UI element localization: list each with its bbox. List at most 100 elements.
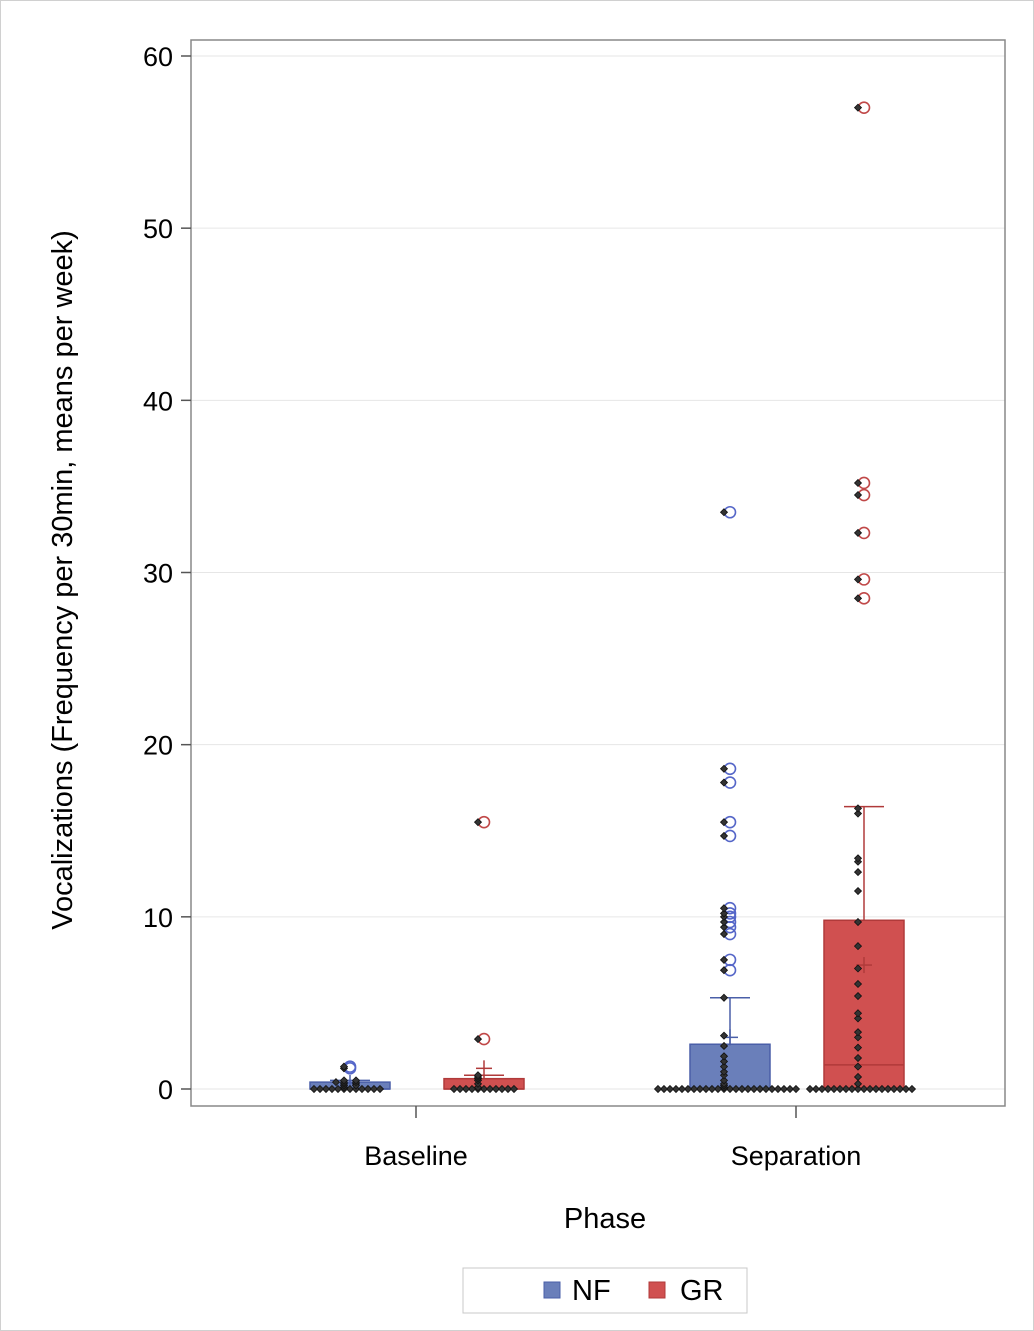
- raw-point: [791, 1084, 801, 1094]
- raw-point: [357, 1084, 367, 1094]
- y-tick-label: 20: [143, 731, 173, 761]
- raw-point: [719, 778, 729, 787]
- raw-point: [473, 1035, 483, 1044]
- raw-point: [853, 868, 863, 877]
- x-axis: Baseline Separation: [364, 1106, 861, 1171]
- raw-point: [671, 1084, 681, 1094]
- raw-point: [895, 1084, 905, 1094]
- raw-point: [719, 508, 729, 517]
- raw-point: [853, 854, 863, 863]
- raw-point: [755, 1084, 765, 1094]
- raw-point: [859, 1084, 869, 1094]
- raw-point: [719, 904, 729, 913]
- raw-point: [719, 966, 729, 975]
- raw-point: [309, 1084, 319, 1094]
- raw-point: [719, 1076, 729, 1085]
- raw-point: [321, 1084, 331, 1094]
- raw-point: [853, 1033, 863, 1042]
- raw-point: [719, 818, 729, 827]
- raw-point: [743, 1084, 753, 1094]
- raw-point: [853, 886, 863, 896]
- raw-point: [345, 1084, 355, 1094]
- raw-point: [901, 1084, 911, 1094]
- raw-point: [737, 1084, 747, 1094]
- raw-point: [835, 1084, 845, 1094]
- raw-point: [853, 979, 863, 989]
- raw-point: [871, 1084, 881, 1094]
- raw-point: [773, 1084, 783, 1094]
- raw-point: [853, 528, 863, 537]
- raw-point: [853, 1014, 863, 1023]
- legend-box: [462, 1267, 748, 1314]
- box-rect: [823, 919, 905, 1090]
- raw-point: [719, 929, 729, 939]
- raw-point: [701, 1084, 711, 1094]
- y-axis: 0 10 20 30 40 50 60: [143, 42, 191, 1105]
- raw-point: [719, 1067, 729, 1076]
- x-tick-label: Separation: [731, 1141, 862, 1171]
- box-nf-separation: [689, 997, 771, 1090]
- legend: NF GR: [462, 1267, 748, 1314]
- raw-point: [369, 1084, 379, 1094]
- raw-point: [461, 1084, 471, 1094]
- raw-point: [363, 1084, 373, 1094]
- raw-point: [853, 1053, 863, 1063]
- raw-point: [315, 1084, 325, 1094]
- raw-point: [485, 1084, 495, 1094]
- y-tick-label: 0: [158, 1075, 173, 1105]
- raw-point: [339, 1076, 349, 1085]
- raw-point: [853, 1043, 863, 1052]
- y-tick-label: 60: [143, 42, 173, 72]
- raw-point: [659, 1084, 669, 1094]
- raw-point: [473, 1071, 483, 1080]
- raw-point: [877, 1084, 887, 1094]
- raw-point: [331, 1078, 341, 1087]
- box-rect: [689, 1043, 771, 1090]
- raw-point: [853, 575, 863, 584]
- raw-point: [719, 923, 729, 932]
- raw-point: [713, 1084, 723, 1094]
- y-tick-label: 50: [143, 214, 173, 244]
- raw-point: [719, 1041, 729, 1051]
- raw-point: [853, 490, 863, 500]
- legend-swatch-nf: [543, 1281, 561, 1299]
- raw-point: [811, 1084, 821, 1094]
- raw-point: [695, 1084, 705, 1094]
- raw-point: [339, 1062, 349, 1071]
- gridlines: [191, 55, 1005, 1090]
- raw-point: [719, 917, 729, 927]
- raw-point: [375, 1084, 385, 1094]
- raw-point: [853, 1028, 863, 1037]
- data-points: [309, 101, 917, 1094]
- raw-point: [853, 478, 863, 488]
- raw-point: [509, 1084, 519, 1094]
- raw-point: [473, 818, 483, 827]
- box-gr-separation: [823, 805, 905, 1090]
- raw-point: [677, 1084, 687, 1094]
- raw-point: [683, 1084, 693, 1094]
- raw-point: [883, 1084, 893, 1094]
- raw-point: [503, 1084, 513, 1094]
- raw-point: [805, 1084, 815, 1094]
- raw-point: [853, 942, 863, 951]
- raw-point: [823, 1084, 833, 1094]
- raw-point: [719, 1052, 729, 1061]
- raw-point: [719, 909, 729, 918]
- raw-point: [853, 991, 863, 1001]
- raw-point: [449, 1084, 459, 1094]
- raw-point: [853, 594, 863, 603]
- raw-point: [719, 1031, 729, 1040]
- y-tick-label: 40: [143, 386, 173, 416]
- raw-point: [707, 1084, 717, 1094]
- legend-label-gr: GR: [680, 1275, 724, 1307]
- raw-point: [479, 1084, 489, 1094]
- raw-point: [767, 1084, 777, 1094]
- raw-point: [653, 1084, 663, 1094]
- x-axis-title: Phase: [564, 1203, 646, 1235]
- raw-point: [779, 1084, 789, 1094]
- raw-point: [719, 1057, 729, 1066]
- raw-point: [853, 1062, 863, 1071]
